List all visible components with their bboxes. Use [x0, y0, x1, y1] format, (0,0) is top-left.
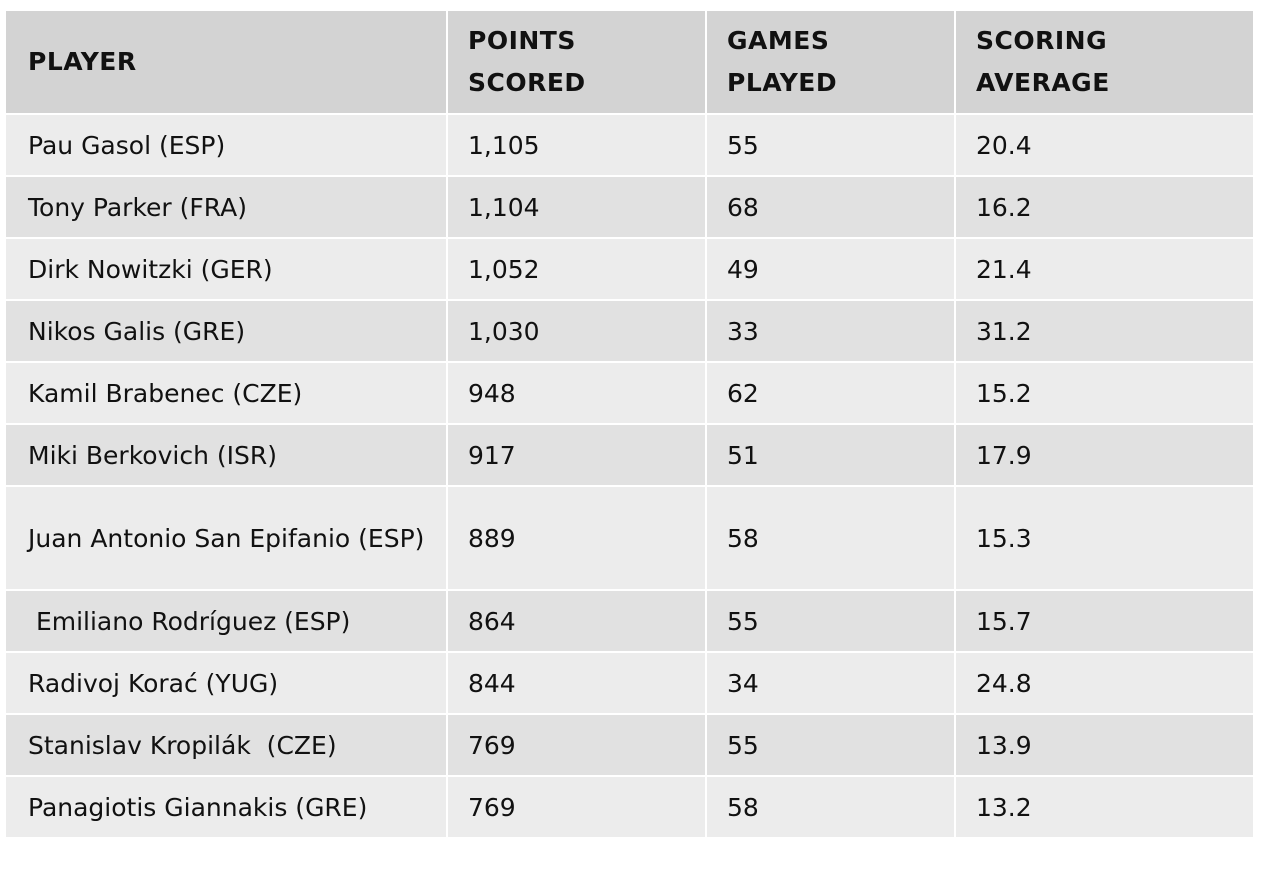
cell-points: 948: [446, 361, 707, 425]
cell-games: 55: [705, 713, 956, 777]
cell-player: Dirk Nowitzki (GER): [4, 237, 448, 301]
header-scoring-average: SCORING AVERAGE: [954, 9, 1255, 115]
cell-player: Nikos Galis (GRE): [4, 299, 448, 363]
cell-player: Pau Gasol (ESP): [4, 113, 448, 177]
cell-average: 17.9: [954, 423, 1255, 487]
table-row: Juan Antonio San Epifanio (ESP) 889 58 1…: [4, 485, 1255, 591]
table-row: Radivoj Korać (YUG) 844 34 24.8: [4, 651, 1255, 715]
cell-games: 51: [705, 423, 956, 487]
cell-games: 58: [705, 775, 956, 839]
cell-player: Miki Berkovich (ISR): [4, 423, 448, 487]
header-games-played: GAMES PLAYED: [705, 9, 956, 115]
cell-points: 1,030: [446, 299, 707, 363]
cell-average: 15.7: [954, 589, 1255, 653]
cell-points: 1,052: [446, 237, 707, 301]
cell-points: 917: [446, 423, 707, 487]
cell-games: 58: [705, 485, 956, 591]
cell-player: Juan Antonio San Epifanio (ESP): [4, 485, 448, 591]
cell-games: 49: [705, 237, 956, 301]
cell-average: 24.8: [954, 651, 1255, 715]
cell-average: 13.2: [954, 775, 1255, 839]
table-row: Tony Parker (FRA) 1,104 68 16.2: [4, 175, 1255, 239]
table-header: PLAYER POINTS SCORED GAMES PLAYED SCORIN…: [4, 9, 1255, 115]
cell-points: 1,105: [446, 113, 707, 177]
table-body: Pau Gasol (ESP) 1,105 55 20.4 Tony Parke…: [4, 113, 1255, 839]
cell-average: 16.2: [954, 175, 1255, 239]
header-points-scored: POINTS SCORED: [446, 9, 707, 115]
cell-average: 21.4: [954, 237, 1255, 301]
scoring-leaders-table: PLAYER POINTS SCORED GAMES PLAYED SCORIN…: [4, 9, 1255, 839]
cell-player: Kamil Brabenec (CZE): [4, 361, 448, 425]
cell-average: 15.3: [954, 485, 1255, 591]
cell-player: Panagiotis Giannakis (GRE): [4, 775, 448, 839]
table-row: Kamil Brabenec (CZE) 948 62 15.2: [4, 361, 1255, 425]
table-row: Stanislav Kropilák (CZE) 769 55 13.9: [4, 713, 1255, 777]
table-row: Dirk Nowitzki (GER) 1,052 49 21.4: [4, 237, 1255, 301]
table-row: Miki Berkovich (ISR) 917 51 17.9: [4, 423, 1255, 487]
header-player: PLAYER: [4, 9, 448, 115]
cell-average: 20.4: [954, 113, 1255, 177]
cell-player: Emiliano Rodríguez (ESP): [4, 589, 448, 653]
cell-points: 769: [446, 775, 707, 839]
cell-games: 34: [705, 651, 956, 715]
table-row: Nikos Galis (GRE) 1,030 33 31.2: [4, 299, 1255, 363]
cell-points: 769: [446, 713, 707, 777]
cell-points: 1,104: [446, 175, 707, 239]
cell-player: Tony Parker (FRA): [4, 175, 448, 239]
cell-games: 68: [705, 175, 956, 239]
cell-average: 31.2: [954, 299, 1255, 363]
table-row: Panagiotis Giannakis (GRE) 769 58 13.2: [4, 775, 1255, 839]
cell-player: Stanislav Kropilák (CZE): [4, 713, 448, 777]
cell-games: 33: [705, 299, 956, 363]
cell-games: 55: [705, 589, 956, 653]
table-row: Pau Gasol (ESP) 1,105 55 20.4: [4, 113, 1255, 177]
cell-games: 55: [705, 113, 956, 177]
table-row: Emiliano Rodríguez (ESP) 864 55 15.7: [4, 589, 1255, 653]
cell-average: 13.9: [954, 713, 1255, 777]
cell-points: 864: [446, 589, 707, 653]
cell-points: 889: [446, 485, 707, 591]
cell-player: Radivoj Korać (YUG): [4, 651, 448, 715]
header-row: PLAYER POINTS SCORED GAMES PLAYED SCORIN…: [4, 9, 1255, 115]
cell-points: 844: [446, 651, 707, 715]
cell-average: 15.2: [954, 361, 1255, 425]
cell-games: 62: [705, 361, 956, 425]
